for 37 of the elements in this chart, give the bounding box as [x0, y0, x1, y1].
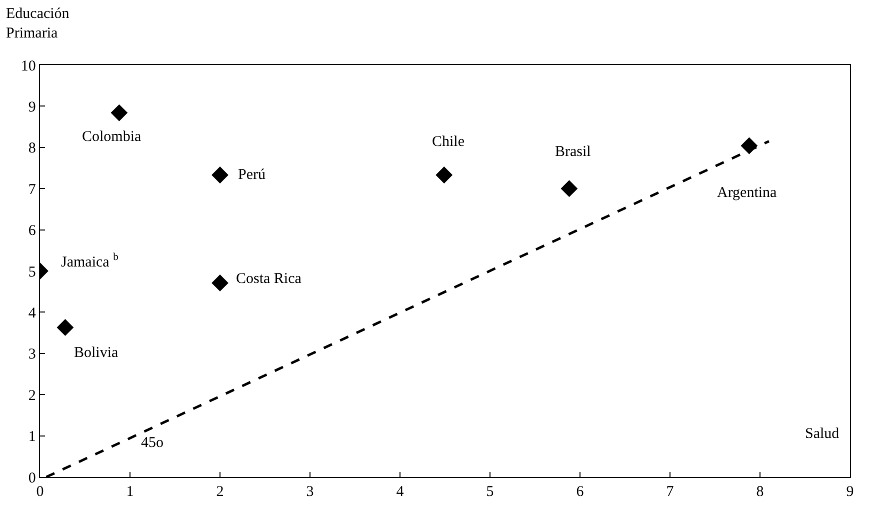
annotation: Argentina	[717, 185, 778, 201]
y-tick-label: 1	[28, 429, 36, 446]
point	[56, 318, 74, 336]
annotation: Colombia	[82, 129, 142, 145]
annotation: Jamaica $^{b}$	[61, 252, 118, 270]
y-tick-label: 0	[28, 470, 36, 486]
y-tick-label: 2	[28, 388, 36, 404]
annotation: Brasil	[555, 144, 591, 160]
annotation: Perú	[238, 167, 266, 183]
y-tick-label: 9	[28, 99, 36, 116]
x-tick-label: 6	[576, 484, 584, 500]
x-tick-label: 4	[396, 484, 404, 500]
y-tick-label: 8	[28, 140, 36, 157]
x-tick-label: 2	[216, 484, 224, 500]
y-tick-label: 4	[28, 305, 36, 322]
x-axis-title: Salud	[805, 426, 840, 442]
annotation: Bolivia	[74, 345, 119, 361]
y-tick-label: 5	[28, 264, 36, 280]
x-tick-label: 3	[306, 484, 314, 500]
annotation: Costa Rica	[236, 271, 302, 287]
y-axis-title: Educación Primaria	[6, 6, 70, 42]
x-tick-label: 7	[666, 484, 674, 500]
annotation: Chile	[432, 134, 465, 150]
x-tick-label: 9	[846, 484, 854, 500]
point	[110, 104, 128, 122]
point	[212, 166, 228, 184]
y-tick-label: 7	[28, 182, 36, 198]
y-tick-label: 6	[28, 223, 36, 240]
y-tick-label: 3	[28, 346, 36, 363]
x-tick-label: 1	[126, 484, 134, 500]
point	[212, 274, 228, 292]
point	[436, 166, 453, 184]
x-tick-label: 8	[756, 484, 764, 500]
point	[560, 180, 578, 198]
y-tick-label: 10	[20, 58, 36, 74]
x-tick-label: 5	[486, 484, 494, 500]
annotation: 45o	[141, 435, 164, 451]
